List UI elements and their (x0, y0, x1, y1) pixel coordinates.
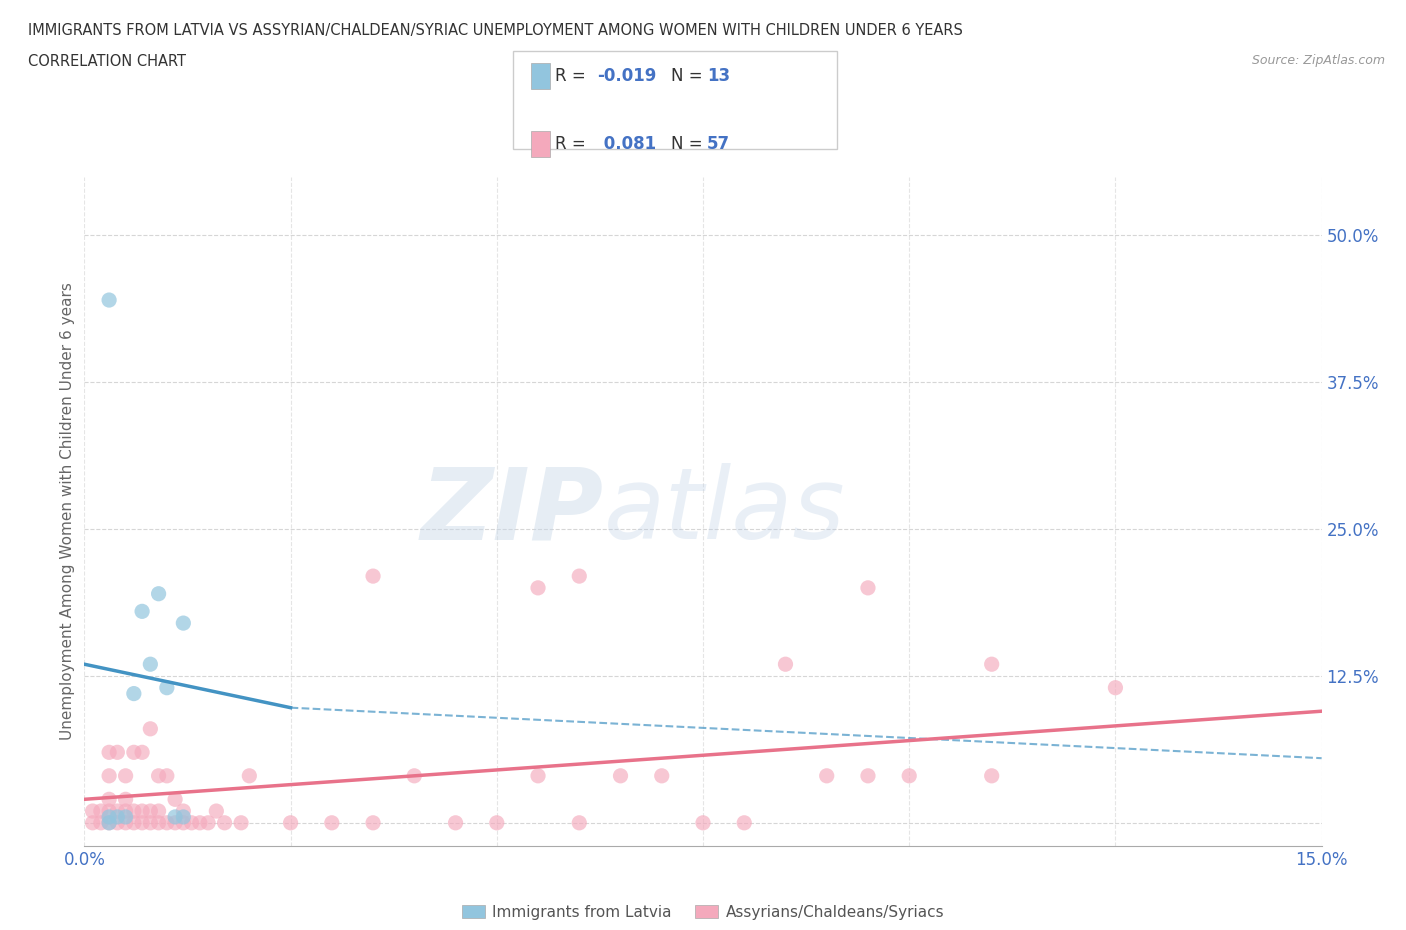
Point (98, 816, 121, 830)
Point (148, 816, 170, 830)
Point (1104, 680, 1126, 695)
Point (156, 680, 179, 695)
Point (82, 804, 104, 818)
Point (98, 745, 121, 760)
Point (361, 568, 384, 583)
Point (609, 768, 631, 783)
Text: R =: R = (555, 67, 592, 85)
Text: Source: ZipAtlas.com: Source: ZipAtlas.com (1251, 54, 1385, 67)
Text: 0.081: 0.081 (598, 135, 655, 153)
Point (114, 816, 136, 830)
Text: 57: 57 (707, 135, 730, 153)
Point (90, 804, 112, 818)
Point (122, 804, 145, 818)
Point (148, 586, 170, 601)
Point (98, 791, 121, 806)
Point (172, 616, 194, 631)
Point (122, 745, 145, 760)
Text: N =: N = (671, 135, 707, 153)
Point (898, 768, 921, 783)
Point (131, 745, 153, 760)
Point (775, 657, 797, 671)
Point (98, 293, 121, 308)
Text: N =: N = (671, 67, 707, 85)
Point (165, 816, 187, 830)
Point (82, 816, 104, 830)
Point (197, 816, 219, 830)
Text: R =: R = (555, 135, 592, 153)
Point (172, 816, 194, 830)
Y-axis label: Unemployment Among Women with Children Under 6 years: Unemployment Among Women with Children U… (60, 283, 75, 740)
Text: IMMIGRANTS FROM LATVIA VS ASSYRIAN/CHALDEAN/SYRIAC UNEMPLOYMENT AMONG WOMEN WITH: IMMIGRANTS FROM LATVIA VS ASSYRIAN/CHALD… (28, 23, 963, 38)
Point (404, 768, 426, 783)
Point (139, 816, 162, 830)
Point (105, 745, 128, 760)
Point (156, 816, 179, 830)
Point (180, 816, 202, 830)
Point (98, 768, 121, 783)
Point (692, 816, 714, 830)
Point (527, 580, 550, 595)
Point (165, 791, 187, 806)
Point (172, 809, 194, 824)
Point (527, 768, 550, 783)
Point (856, 580, 879, 595)
Point (90, 816, 112, 830)
Point (229, 816, 252, 830)
Point (139, 804, 162, 818)
Point (188, 816, 211, 830)
Point (114, 804, 136, 818)
Point (651, 768, 673, 783)
Point (165, 809, 187, 824)
Text: -0.019: -0.019 (598, 67, 657, 85)
Point (98, 809, 121, 824)
Point (139, 657, 162, 671)
Point (280, 816, 302, 830)
Point (122, 816, 145, 830)
Point (238, 768, 260, 783)
Text: ZIP: ZIP (420, 463, 605, 560)
Point (105, 804, 128, 818)
Point (214, 816, 236, 830)
Point (131, 816, 153, 830)
Legend: Immigrants from Latvia, Assyrians/Chaldeans/Syriacs: Immigrants from Latvia, Assyrians/Chalde… (456, 898, 950, 925)
Point (148, 804, 170, 818)
Point (114, 791, 136, 806)
Point (568, 568, 591, 583)
Point (139, 722, 162, 737)
Point (568, 816, 591, 830)
Point (122, 686, 145, 701)
Point (114, 809, 136, 824)
Point (105, 809, 128, 824)
Point (98, 804, 121, 818)
Point (148, 768, 170, 783)
Point (485, 816, 508, 830)
Point (361, 816, 384, 830)
Point (733, 816, 755, 830)
Text: atlas: atlas (605, 463, 845, 560)
Point (980, 768, 1002, 783)
Point (205, 804, 228, 818)
Point (980, 657, 1002, 671)
Point (105, 816, 128, 830)
Point (321, 816, 343, 830)
Point (156, 768, 179, 783)
Point (444, 816, 467, 830)
Point (131, 804, 153, 818)
Text: CORRELATION CHART: CORRELATION CHART (28, 54, 186, 69)
Point (98, 816, 121, 830)
Text: 13: 13 (707, 67, 730, 85)
Point (114, 768, 136, 783)
Point (131, 604, 153, 618)
Point (856, 768, 879, 783)
Point (172, 804, 194, 818)
Point (815, 768, 838, 783)
